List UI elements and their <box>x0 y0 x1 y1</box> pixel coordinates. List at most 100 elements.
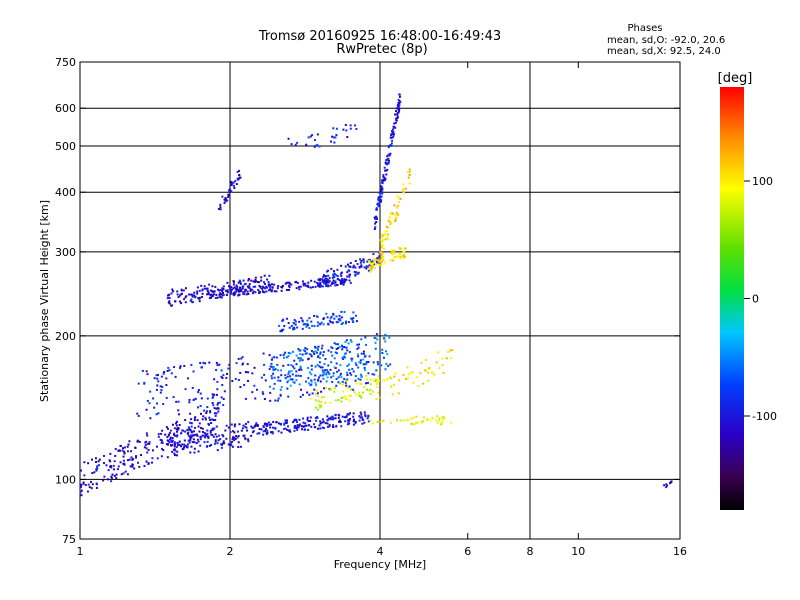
data-point <box>254 291 257 294</box>
data-point <box>319 366 322 369</box>
data-point <box>304 422 307 425</box>
data-point <box>345 339 348 342</box>
data-point <box>239 445 242 448</box>
data-point <box>427 379 430 382</box>
data-point <box>155 374 158 377</box>
data-point <box>295 363 298 366</box>
data-point <box>191 386 194 389</box>
data-point <box>146 373 149 376</box>
data-point <box>307 377 310 380</box>
data-point <box>179 366 182 369</box>
data-point <box>177 409 180 412</box>
data-point <box>249 288 252 291</box>
data-point <box>314 406 317 409</box>
data-point <box>178 444 181 447</box>
data-point <box>310 380 313 383</box>
data-point <box>306 348 309 351</box>
data-point <box>333 357 336 360</box>
data-point <box>333 366 336 369</box>
data-point <box>165 377 168 380</box>
data-point <box>375 333 378 336</box>
data-point <box>192 370 195 373</box>
data-point <box>171 437 174 440</box>
data-point <box>206 406 209 409</box>
data-point <box>271 432 274 435</box>
data-point <box>188 441 191 444</box>
data-point <box>223 390 226 393</box>
data-point <box>167 301 170 304</box>
data-point <box>382 174 385 177</box>
data-point <box>345 384 348 387</box>
data-point <box>245 426 248 429</box>
data-point <box>355 127 358 130</box>
data-point <box>217 410 220 413</box>
data-point <box>264 429 267 432</box>
data-point <box>328 373 331 376</box>
data-point <box>233 439 236 442</box>
data-point <box>297 374 300 377</box>
data-point <box>231 445 234 448</box>
data-point <box>183 439 186 442</box>
data-point <box>190 425 193 428</box>
data-point <box>273 382 276 385</box>
data-point <box>175 400 178 403</box>
data-point <box>335 377 338 380</box>
data-point <box>403 251 406 254</box>
data-point <box>84 484 87 487</box>
data-point <box>277 376 280 379</box>
data-point <box>374 378 377 381</box>
data-point <box>272 420 275 423</box>
data-point <box>199 438 202 441</box>
data-point <box>359 416 362 419</box>
data-point <box>333 387 336 390</box>
data-point <box>357 271 360 274</box>
data-point <box>404 247 407 250</box>
data-point <box>180 445 183 448</box>
data-point <box>301 353 304 356</box>
data-point <box>222 404 225 407</box>
data-point <box>190 418 193 421</box>
data-point <box>286 356 289 359</box>
data-point <box>241 356 244 359</box>
data-point <box>291 350 294 353</box>
data-point <box>329 368 332 371</box>
data-point <box>346 271 349 274</box>
data-point <box>335 127 338 130</box>
data-point <box>322 317 325 320</box>
data-point <box>218 401 221 404</box>
data-point <box>267 283 270 286</box>
data-point <box>310 279 313 282</box>
data-point <box>332 270 335 273</box>
data-point <box>348 399 351 402</box>
data-point <box>116 468 119 471</box>
data-point <box>389 376 392 379</box>
data-point <box>143 446 146 449</box>
data-point <box>387 226 390 229</box>
data-point <box>373 216 376 219</box>
data-point <box>306 418 309 421</box>
data-point <box>359 261 362 264</box>
data-point <box>191 441 194 444</box>
data-point <box>112 468 115 471</box>
data-point <box>195 442 198 445</box>
data-point <box>194 426 197 429</box>
data-point <box>378 379 381 382</box>
x-tick-label: 8 <box>527 545 534 558</box>
data-point <box>191 435 194 438</box>
data-point <box>383 179 386 182</box>
data-point <box>367 259 370 262</box>
data-point <box>354 362 357 365</box>
data-point <box>375 369 378 372</box>
data-point <box>399 256 402 259</box>
data-point <box>348 279 351 282</box>
data-point <box>281 328 284 331</box>
data-point <box>382 356 385 359</box>
data-point <box>282 318 285 321</box>
data-point <box>241 427 244 430</box>
data-point <box>387 146 390 149</box>
data-point <box>398 201 401 204</box>
data-point <box>263 283 266 286</box>
data-point <box>310 353 313 356</box>
data-point <box>162 449 165 452</box>
